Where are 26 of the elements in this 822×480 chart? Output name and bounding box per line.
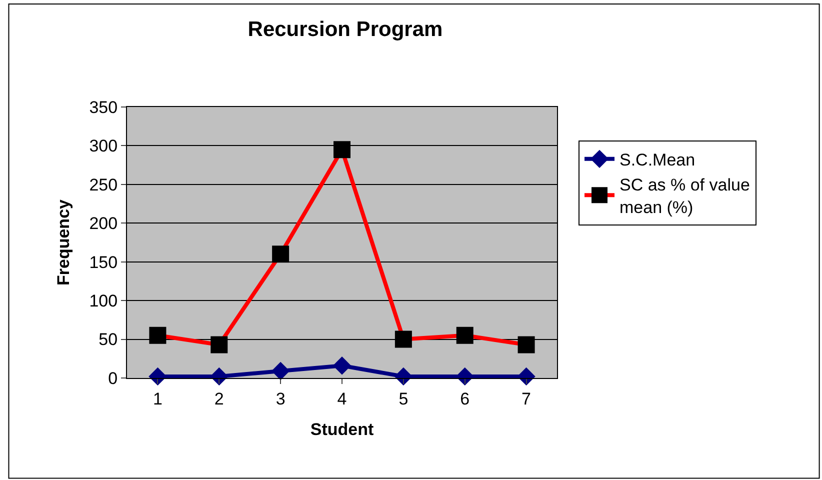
y-axis-title: Frequency — [54, 198, 73, 286]
x-tick-label: 1 — [152, 389, 162, 408]
point — [517, 367, 536, 386]
point — [148, 367, 167, 386]
point — [456, 367, 474, 386]
point — [332, 356, 352, 375]
chart-title: Recursion Program — [248, 18, 443, 42]
x-tick-label: 3 — [276, 389, 286, 408]
y-tick-label: 100 — [89, 292, 118, 311]
x-tick-label: 7 — [522, 389, 532, 408]
x-tick-label: 4 — [337, 389, 347, 408]
point — [210, 367, 228, 386]
legend-label: S.C.Mean — [620, 150, 696, 170]
x-axis-title: Student — [310, 420, 374, 439]
y-tick-label: 50 — [98, 330, 118, 350]
legend-label: SC as % of value mean (%) — [620, 176, 750, 217]
y-tick-label: 150 — [89, 252, 118, 272]
x-tick-label: 6 — [460, 389, 470, 408]
x-tick-label: 2 — [214, 389, 224, 408]
y-tick-label: 200 — [89, 214, 118, 234]
y-tick-label: 250 — [89, 175, 118, 194]
y-tick-label: 0 — [108, 368, 118, 388]
point — [271, 362, 290, 380]
y-tick-label: 350 — [89, 98, 118, 117]
x-tick-label: 5 — [398, 389, 408, 408]
y-tick-label: 300 — [89, 136, 118, 156]
